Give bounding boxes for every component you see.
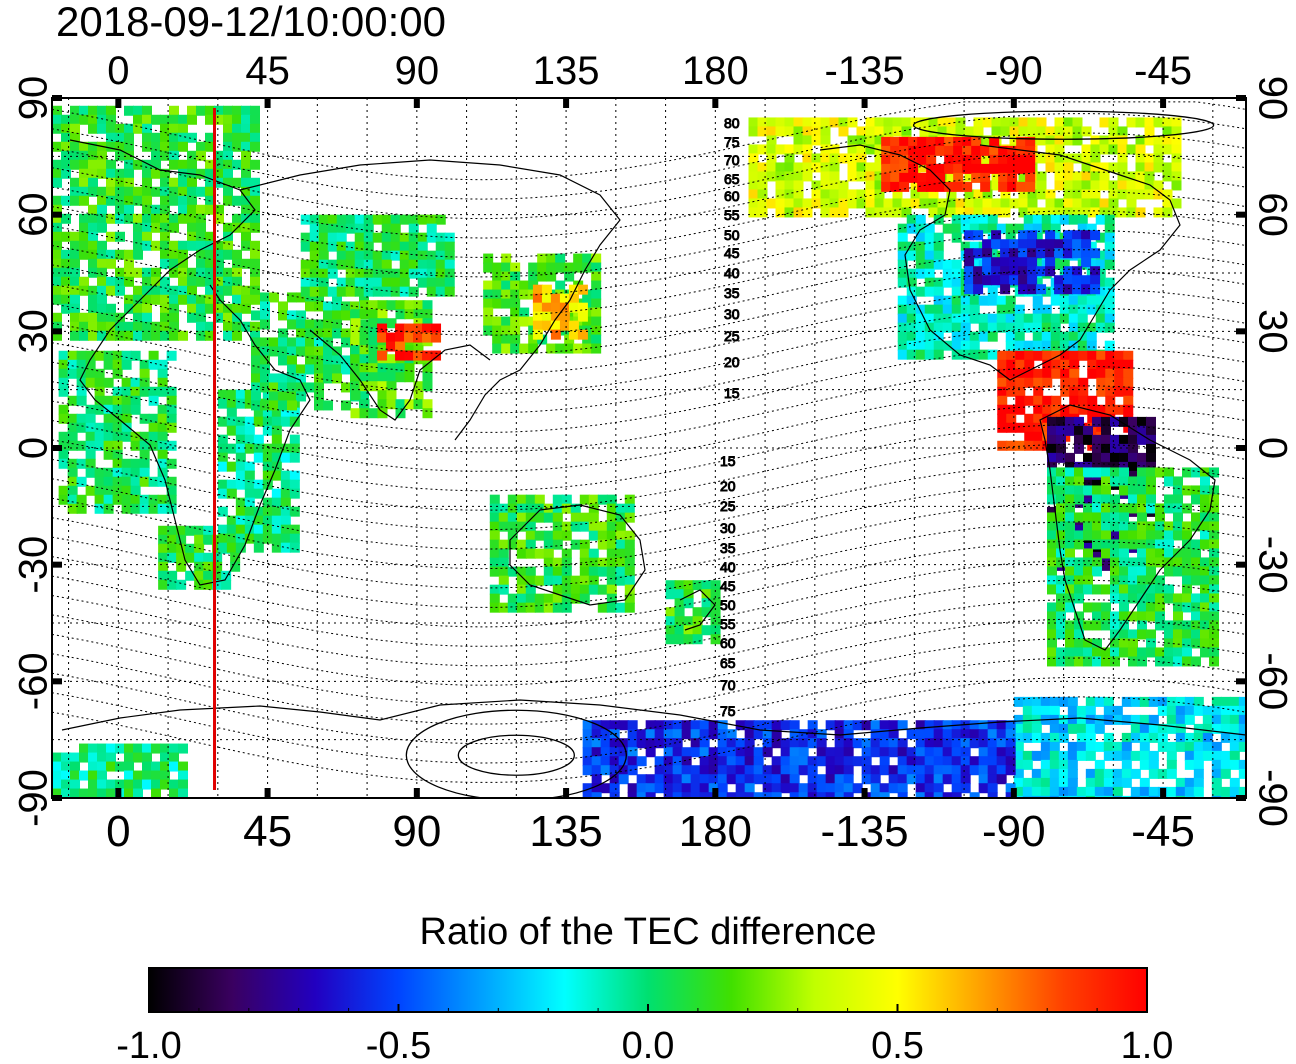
colorbar-tick-label: 1.0 [1121, 1025, 1174, 1064]
tec-region-south-america [1047, 467, 1219, 667]
magnetic-contours: 8075706560555045403530252015152025303540… [52, 101, 1246, 798]
top-lon-label: 90 [395, 49, 440, 93]
tec-region-antarctic-pacific [582, 720, 1016, 798]
contour-label: 20 [720, 478, 736, 494]
tec-region-new-zealand [665, 580, 721, 645]
contour-label: 50 [724, 227, 740, 243]
tec-region-middle-east [251, 292, 369, 411]
left-lat-label: 30 [12, 309, 56, 354]
contour-label: 70 [720, 677, 736, 693]
contour-label: 40 [720, 559, 736, 575]
tec-data-layer [52, 105, 1246, 798]
bottom-lon-label: -90 [982, 807, 1046, 856]
contour-label: 25 [720, 498, 736, 514]
right-lat-label: -90 [1250, 769, 1294, 827]
tec-region-canada-arctic-hot [881, 136, 1036, 192]
contour-label: 15 [724, 385, 740, 401]
tec-region-east-asia [483, 253, 602, 354]
contour-label: 75 [724, 134, 740, 150]
bottom-lon-label: 180 [679, 807, 752, 856]
contour-label: 15 [720, 453, 736, 469]
bottom-lon-label: -45 [1131, 807, 1195, 856]
colorbar-tick-label: -0.5 [366, 1025, 431, 1064]
colorbar-tick-label: 0.0 [622, 1025, 675, 1064]
tec-region-central-asia [300, 214, 455, 297]
top-lon-label: -45 [1134, 49, 1192, 93]
contour-label: 80 [724, 115, 740, 131]
contour-label: 65 [720, 655, 736, 671]
contour-label: 35 [720, 540, 736, 556]
axis-labels: 0 0 45 45 90 90 135 135 180 180 -135 -135 -90 -90 -45 -… [12, 49, 1295, 856]
coastlines [61, 139, 1246, 736]
contour-label: 35 [724, 285, 740, 301]
top-lon-label: 45 [245, 49, 290, 93]
left-lat-label: 60 [12, 192, 56, 237]
right-lat-label: -60 [1250, 652, 1294, 710]
bottom-lon-label: 90 [392, 807, 441, 856]
right-lat-label: 90 [1250, 76, 1294, 121]
north-pole-contour [912, 110, 1215, 140]
top-lon-label: 0 [107, 49, 129, 93]
contour-label: 55 [720, 616, 736, 632]
contour-label: 65 [724, 171, 740, 187]
contour-label: 40 [724, 265, 740, 281]
left-lat-label: 0 [12, 437, 56, 459]
right-lat-label: 0 [1250, 437, 1294, 459]
tec-region-japan-hot [532, 284, 588, 340]
bottom-lon-label: -135 [821, 807, 909, 856]
south-pole-contour-inner [457, 734, 575, 776]
tec-region-india-north-hot [377, 323, 442, 361]
top-lon-label: -90 [985, 49, 1043, 93]
right-lat-label: 60 [1250, 192, 1294, 237]
contour-label: 45 [720, 578, 736, 594]
timestamp-title: 2018-09-12/10:00:00 [56, 0, 446, 45]
bottom-lon-label: 135 [529, 807, 602, 856]
colorbar-tick-label: -1.0 [116, 1025, 181, 1064]
bottom-lon-label: 45 [243, 807, 292, 856]
colorbar-ticks: -1.0 -0.5 0.0 0.5 1.0 [116, 1004, 1173, 1064]
contour-label: 30 [724, 306, 740, 322]
colorbar-tick-label: 0.5 [871, 1025, 924, 1064]
contour-label: 50 [720, 597, 736, 613]
contour-label: 55 [724, 207, 740, 223]
colorbar-title: Ratio of the TEC difference [420, 911, 877, 953]
contour-label: 30 [720, 520, 736, 536]
map-plot-area: 8075706560555045403530252015152025303540… [51, 97, 1247, 799]
contour-label: 20 [724, 354, 740, 370]
tec-region-east-africa [217, 389, 300, 553]
tec-region-australia [489, 494, 635, 613]
bottom-lon-label: 0 [106, 807, 130, 856]
right-lat-label: -30 [1250, 536, 1294, 594]
contour-label: 25 [724, 328, 740, 344]
contour-label: 45 [724, 245, 740, 261]
contour-label: 75 [720, 703, 736, 719]
tec-region-north-america-neg [964, 230, 1101, 295]
top-lon-label: -135 [825, 49, 905, 93]
contour-label: 60 [724, 188, 740, 204]
left-lat-label: -90 [12, 769, 56, 827]
left-lat-label: -30 [12, 536, 56, 594]
south-pole-contour [405, 709, 627, 798]
top-lon-label: 135 [533, 49, 600, 93]
right-lat-label: 30 [1250, 309, 1294, 354]
contour-label: 60 [720, 635, 736, 651]
top-lon-label: 180 [682, 49, 749, 93]
contour-label: 70 [724, 152, 740, 168]
left-lat-label: 90 [12, 76, 56, 121]
tec-region-africa-west [58, 350, 177, 514]
left-lat-label: -60 [12, 652, 56, 710]
